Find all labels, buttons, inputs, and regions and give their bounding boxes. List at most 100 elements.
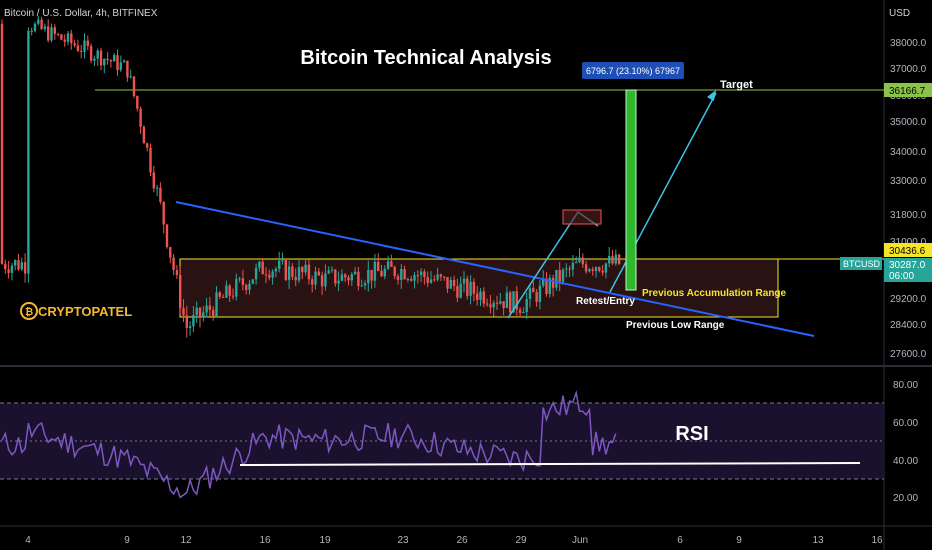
candle-body xyxy=(76,45,80,51)
candle-body xyxy=(33,23,37,32)
candle-body xyxy=(532,288,535,293)
candle-body xyxy=(287,266,291,280)
candle-body xyxy=(525,299,528,313)
candle-body xyxy=(152,172,155,189)
candle-body xyxy=(433,279,436,281)
candle-body xyxy=(192,314,195,327)
candle-body xyxy=(202,312,205,318)
candle-body xyxy=(136,95,139,109)
brand-logo: ₿ CRYPTOPATEL xyxy=(20,302,132,320)
candle-body xyxy=(324,273,327,287)
candle-body xyxy=(548,277,551,294)
candle-body xyxy=(149,147,152,173)
candle-body xyxy=(575,262,578,264)
price-tick-label: 31800.0 xyxy=(890,210,927,221)
candle-body xyxy=(20,262,23,270)
candle-body xyxy=(126,60,129,78)
candle-body xyxy=(482,291,485,304)
candle-body xyxy=(86,40,89,46)
candle-body xyxy=(396,276,400,280)
candle-body xyxy=(129,76,132,78)
candle-body xyxy=(116,55,119,71)
candle-body xyxy=(245,285,248,290)
candle-body xyxy=(353,271,357,275)
candle-body xyxy=(159,187,162,202)
candle-body xyxy=(60,34,63,40)
candle-body xyxy=(103,58,106,66)
candle-body xyxy=(278,260,281,269)
candle-body xyxy=(119,62,122,71)
candle-body xyxy=(446,277,449,289)
candle-body xyxy=(99,50,103,66)
price-tick-label: 27600.0 xyxy=(890,349,927,360)
price-tick-label: 35000.0 xyxy=(890,117,927,128)
price-tick-label: 28400.0 xyxy=(890,320,927,331)
chart-title: Bitcoin Technical Analysis xyxy=(300,47,551,69)
candle-body xyxy=(505,292,509,309)
time-tick-label: 26 xyxy=(456,535,468,546)
ticker-tag-text: BTCUSD xyxy=(843,259,881,269)
symbol-header: Bitcoin / U.S. Dollar, 4h, BITFINEX xyxy=(4,8,158,19)
candle-body xyxy=(462,278,466,284)
candle-body xyxy=(327,270,330,274)
candle-body xyxy=(608,256,611,264)
candle-body xyxy=(588,269,591,272)
candle-body xyxy=(350,274,353,281)
candle-body xyxy=(268,274,271,278)
arrowhead-icon xyxy=(707,90,716,101)
candle-body xyxy=(485,303,489,305)
brand-name: CRYPTOPATEL xyxy=(38,304,132,319)
candle-body xyxy=(294,277,297,281)
candle-body xyxy=(449,279,452,289)
rsi-support-line xyxy=(239,462,861,466)
candle-body xyxy=(297,267,301,281)
candle-body xyxy=(188,326,192,328)
candle-body xyxy=(436,274,439,280)
candle-body xyxy=(208,305,212,310)
candle-body xyxy=(132,76,136,96)
candle-body xyxy=(502,301,505,309)
candle-body xyxy=(66,33,70,42)
candle-body xyxy=(443,276,446,278)
rsi-tick-label: 40.00 xyxy=(893,456,918,467)
candle-body xyxy=(509,292,512,313)
candle-body xyxy=(535,292,538,302)
candle-body xyxy=(261,261,264,275)
rsi-tick-label: 80.00 xyxy=(893,380,918,391)
candle-body xyxy=(73,43,76,46)
candle-body xyxy=(169,247,172,258)
candle-body xyxy=(406,278,410,280)
candle-body xyxy=(439,274,443,277)
rsi-tick-label: 20.00 xyxy=(893,493,918,504)
candle-body xyxy=(611,256,614,264)
candle-body xyxy=(37,19,40,24)
candle-body xyxy=(4,263,7,270)
price-tick-label: 34000.0 xyxy=(890,147,927,158)
target-price-tag xyxy=(884,83,932,97)
candle-body xyxy=(476,293,479,300)
candle-body xyxy=(96,50,99,59)
brand-coin-icon xyxy=(20,302,38,320)
candle-body xyxy=(146,143,149,148)
measure-label: 6796.7 (23.10%) 67967 xyxy=(586,66,680,76)
candle-body xyxy=(357,271,360,287)
candle-body xyxy=(205,305,208,313)
candle-body xyxy=(542,278,545,286)
candle-body xyxy=(228,285,231,296)
candle-body xyxy=(311,279,314,285)
candle-body xyxy=(601,270,604,273)
candle-body xyxy=(241,278,245,286)
candle-body xyxy=(254,267,258,280)
candle-body xyxy=(248,283,251,290)
candle-body xyxy=(235,279,238,297)
candle-body xyxy=(344,274,347,278)
candle-body xyxy=(251,279,254,284)
candle-body xyxy=(109,60,113,62)
candle-body xyxy=(198,307,202,318)
candle-body xyxy=(598,267,601,271)
time-tick-label: 12 xyxy=(180,535,192,546)
range-top-price-tag-text: 30436.6 xyxy=(889,246,926,257)
candle-body xyxy=(238,278,241,280)
time-tick-label: 4 xyxy=(25,535,31,546)
candle-body xyxy=(518,309,522,313)
